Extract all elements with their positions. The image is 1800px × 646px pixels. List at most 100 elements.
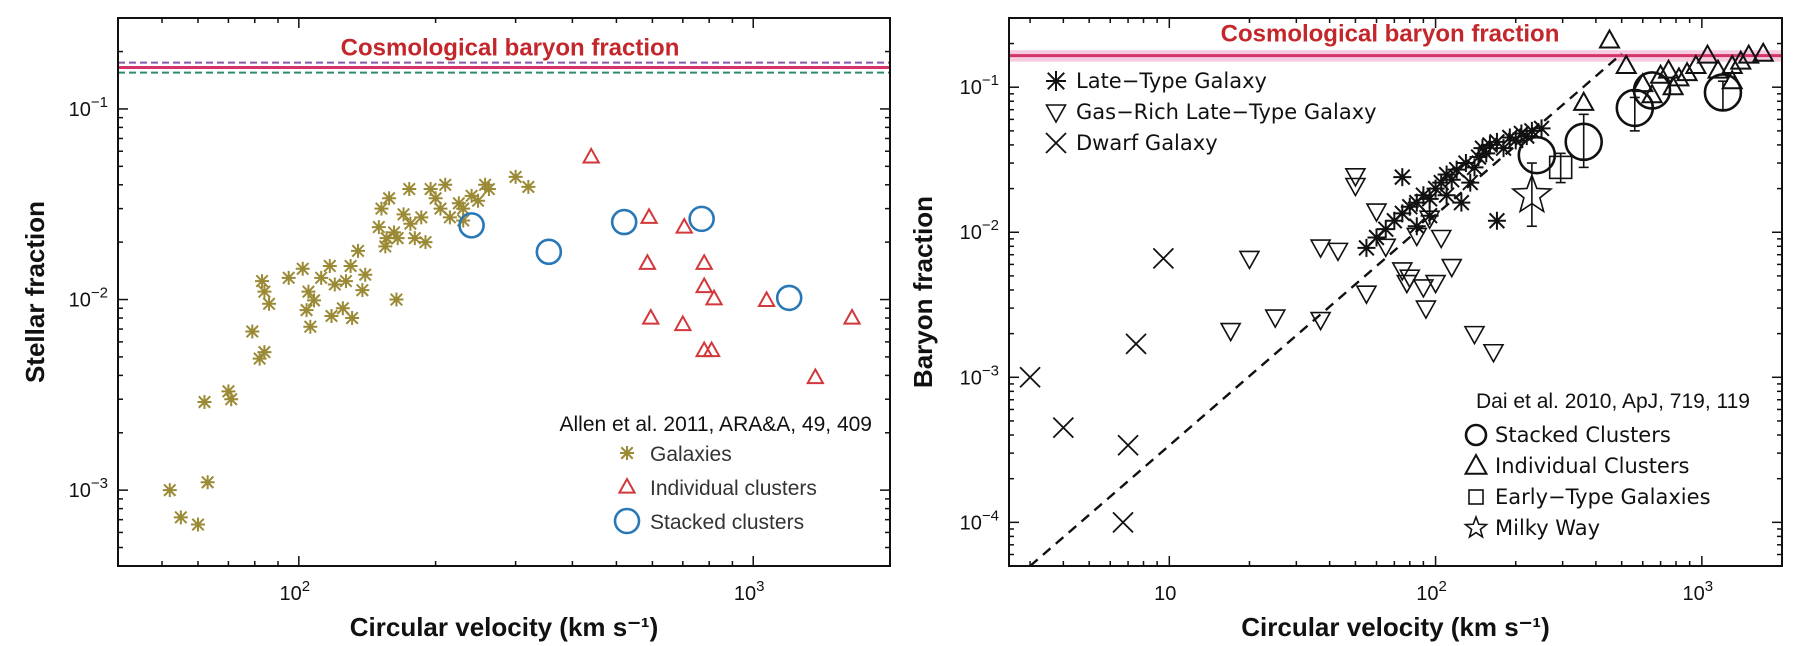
- triangle-down-point: [1415, 300, 1437, 320]
- error-bars: [1526, 80, 1728, 228]
- legend-circle-icon: [613, 507, 641, 535]
- legend-asterisk-icon: [1046, 71, 1066, 91]
- x-tick-label-exponent: 2: [302, 578, 310, 595]
- asterisk-point: [1420, 206, 1439, 225]
- y-tick-label-exponent: −2: [91, 285, 108, 302]
- triangle-point: [1737, 43, 1760, 64]
- y-tick-label: 10−3: [960, 362, 999, 389]
- x-tick-label-base: 10: [1416, 583, 1438, 605]
- citation: Dai et al. 2010, ApJ, 719, 119: [1476, 390, 1750, 413]
- circle-point: [775, 284, 803, 312]
- legend-label: Stacked clusters: [650, 511, 804, 534]
- asterisk-point: [307, 293, 322, 308]
- triangle-down-point: [1309, 311, 1332, 332]
- triangle-point: [1615, 53, 1638, 75]
- x-point: [1112, 511, 1134, 533]
- x-tick-label-exponent: 3: [756, 578, 764, 595]
- asterisk-point: [407, 231, 422, 246]
- y-tick-label-base: 10: [960, 77, 982, 99]
- y-tick-label-base: 10: [960, 222, 982, 244]
- legend: Galaxies Individual clusters Stacked clust…: [613, 443, 817, 535]
- legend-label: Galaxies: [650, 443, 732, 466]
- asterisk-point: [1532, 119, 1551, 138]
- asterisk-point: [338, 274, 353, 289]
- asterisk-point: [1522, 121, 1541, 140]
- asterisk-point: [1512, 124, 1531, 143]
- asterisk-point: [379, 231, 394, 246]
- triangle-point: [694, 253, 714, 270]
- asterisk-point: [262, 296, 277, 311]
- y-tick-label-base: 10: [69, 99, 91, 121]
- asterisk-point: [1456, 154, 1475, 173]
- triangle-point: [1696, 43, 1719, 64]
- triangle-point: [1752, 41, 1775, 62]
- asterisk-point: [1393, 168, 1412, 187]
- legend-label: Stacked Clusters: [1495, 423, 1671, 447]
- asterisk-point: [418, 235, 433, 250]
- triangle-down-point: [1430, 229, 1453, 250]
- asterisk-point: [327, 277, 342, 292]
- asterisk-point: [389, 292, 404, 307]
- x-axis-title: Circular velocity (km s⁻¹): [1241, 612, 1550, 642]
- x-tick-label: 102: [1416, 578, 1447, 605]
- triangle-down-point: [1418, 210, 1441, 230]
- x-axis: 10 102 103: [1029, 18, 1783, 605]
- triangle-down-point: [1395, 274, 1418, 295]
- asterisk-point: [1357, 238, 1376, 257]
- triangle-down-point: [1440, 258, 1463, 279]
- asterisk-point: [1452, 193, 1471, 212]
- y-tick-label-exponent: −2: [982, 217, 999, 234]
- triangle-point: [704, 288, 724, 306]
- asterisk-point: [351, 243, 366, 258]
- triangle-point: [1667, 66, 1691, 87]
- legend-star-icon: [1463, 514, 1489, 539]
- asterisk-point: [382, 191, 397, 206]
- x-point: [1052, 416, 1074, 439]
- asterisk-point: [374, 201, 389, 216]
- triangle-down-point: [1424, 274, 1447, 295]
- series-dwarf-galaxy: [1019, 247, 1175, 533]
- asterisk-point: [303, 319, 318, 334]
- legend-clusters: Stacked Clusters Individual Clusters Early…: [1463, 423, 1711, 540]
- triangle-down-point: [1344, 168, 1367, 188]
- legend-asterisk-icon: [620, 446, 634, 460]
- triangle-point: [639, 207, 659, 224]
- asterisk-point: [200, 475, 215, 490]
- triangle-point: [1720, 69, 1744, 90]
- asterisk-point: [245, 324, 260, 339]
- plot-frame: [117, 17, 891, 567]
- asterisk-point: [173, 510, 188, 525]
- asterisk-point: [402, 182, 417, 197]
- asterisk-point: [1480, 135, 1499, 154]
- y-tick-label: 10−1: [960, 72, 999, 99]
- asterisk-point: [390, 231, 405, 246]
- y-tick-label-exponent: −3: [982, 362, 999, 379]
- asterisk-point: [414, 210, 429, 225]
- series-individual-clusters: [581, 146, 862, 385]
- series-gas-rich-late-type-galaxy: [1219, 168, 1505, 364]
- legend-triangle-icon: [617, 476, 637, 494]
- legend-label: Early−Type Galaxies: [1495, 485, 1711, 509]
- asterisk-point: [521, 179, 536, 194]
- x-tick-label-base: 10: [1683, 583, 1705, 605]
- asterisk-point: [252, 351, 267, 366]
- asterisk-point: [1420, 189, 1439, 208]
- asterisk-point: [355, 283, 370, 298]
- y-tick-label: 10−3: [69, 475, 108, 502]
- asterisk-point: [456, 201, 471, 216]
- asterisk-point: [464, 188, 479, 203]
- y-tick-label: 10−1: [69, 94, 108, 121]
- asterisk-point: [1407, 217, 1426, 236]
- triangle-point: [757, 290, 776, 307]
- asterisk-point: [281, 270, 296, 285]
- asterisk-point: [322, 258, 337, 273]
- asterisk-point: [456, 213, 471, 228]
- asterisk-point: [481, 182, 496, 197]
- asterisk-point: [423, 182, 438, 197]
- circle-point: [535, 238, 563, 266]
- plot-area: [118, 61, 890, 532]
- asterisk-point: [162, 483, 177, 498]
- series-individual-clusters: [1572, 28, 1775, 111]
- legend-label: Individual Clusters: [1495, 454, 1689, 478]
